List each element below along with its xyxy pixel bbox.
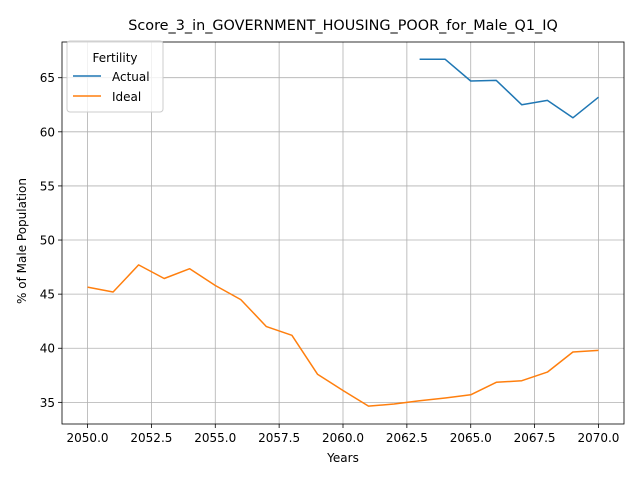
x-tick-label: 2065.0	[450, 431, 492, 445]
y-tick-label: 45	[40, 288, 55, 302]
x-tick-label: 2070.0	[577, 431, 619, 445]
chart-title: Score_3_in_GOVERNMENT_HOUSING_POOR_for_M…	[128, 18, 558, 34]
ticks: 2050.0 2052.5 2055.0 2057.5 2060.0 2062.5 2065…	[40, 71, 620, 445]
legend-title: Fertility	[92, 51, 137, 65]
legend-label-ideal: Ideal	[112, 90, 141, 104]
x-axis-label: Years	[326, 451, 359, 465]
x-tick-label: 2060.0	[322, 431, 364, 445]
y-tick-label: 55	[40, 179, 55, 193]
y-tick-label: 50	[40, 234, 55, 248]
legend-label-actual: Actual	[112, 70, 150, 84]
x-tick-label: 2057.5	[258, 431, 300, 445]
x-tick-label: 2067.5	[514, 431, 556, 445]
x-tick-label: 2055.0	[194, 431, 236, 445]
grid	[62, 42, 624, 424]
series-line-ideal	[87, 264, 599, 407]
y-axis-label: % of Male Population	[15, 178, 29, 304]
x-tick-label: 2050.0	[67, 431, 109, 445]
x-tick-label: 2062.5	[386, 431, 428, 445]
series-layer	[87, 58, 599, 407]
y-tick-label: 40	[40, 342, 55, 356]
y-tick-label: 65	[40, 71, 55, 85]
series-line-actual	[419, 58, 599, 119]
y-tick-label: 60	[40, 125, 55, 139]
legend: Fertility Actual Ideal	[66, 40, 164, 113]
x-tick-label: 2052.5	[130, 431, 172, 445]
y-tick-label: 35	[40, 396, 55, 410]
legend-box	[66, 40, 164, 113]
